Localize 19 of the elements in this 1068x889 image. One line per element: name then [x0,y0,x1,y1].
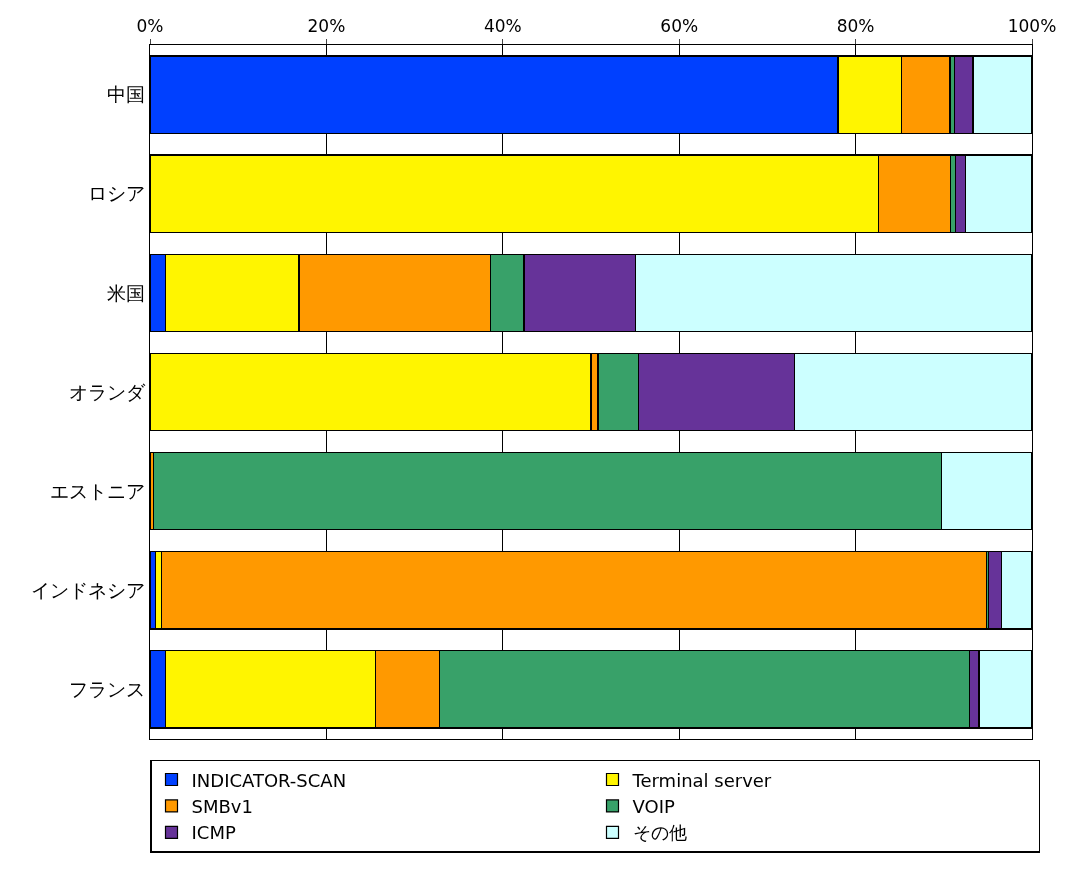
legend-label: VOIP [632,795,675,817]
x-tick-label: 0% [136,16,164,37]
x-tick-label: 20% [307,16,346,37]
x-tick-label: 80% [836,16,875,37]
x-tick-label: 40% [483,16,522,37]
legend-label: ICMP [191,822,236,844]
y-tick-label: ロシア [88,182,146,205]
y-tick-label: 中国 [107,83,146,106]
legend-label: INDICATOR-SCAN [191,769,347,791]
legend-label: その他 [632,822,687,844]
y-tick-label: インドネシア [31,578,146,601]
x-tick-label: 100% [1007,16,1057,37]
y-tick-label: オランダ [69,380,147,403]
legend-label: Terminal server [631,769,772,791]
x-tick-label: 60% [660,16,699,37]
legend-label: SMBv1 [191,795,253,817]
y-tick-label: 米国 [107,281,146,304]
y-tick-label: エストニア [50,479,146,502]
y-tick-label: フランス [69,678,146,701]
